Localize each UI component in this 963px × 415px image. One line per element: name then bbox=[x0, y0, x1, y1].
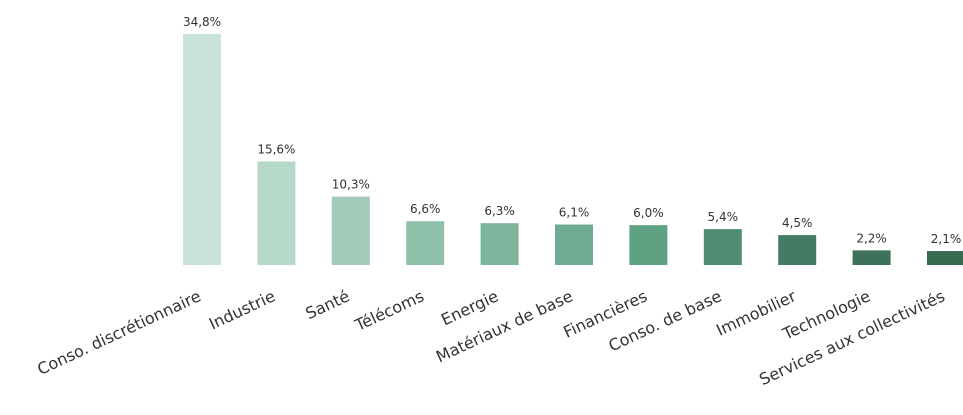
value-label: 34,8% bbox=[183, 15, 221, 29]
bar bbox=[778, 235, 817, 265]
value-label: 2,2% bbox=[856, 231, 887, 245]
category-label: Télécoms bbox=[351, 286, 427, 335]
category-label: Conso. discrétionnaire bbox=[34, 286, 203, 378]
value-label: 5,4% bbox=[708, 210, 739, 224]
bar bbox=[852, 250, 891, 265]
value-label: 2,1% bbox=[931, 232, 962, 246]
bar bbox=[331, 196, 370, 265]
category-label: Industrie bbox=[206, 286, 278, 333]
value-label: 15,6% bbox=[257, 142, 295, 156]
value-label: 4,5% bbox=[782, 216, 813, 230]
value-label: 6,6% bbox=[410, 202, 441, 216]
category-label: Matériaux de base bbox=[433, 286, 576, 366]
bar bbox=[257, 161, 296, 265]
category-label: Santé bbox=[303, 286, 353, 323]
bar bbox=[406, 221, 445, 265]
value-label: 6,3% bbox=[484, 204, 515, 218]
bar bbox=[183, 33, 221, 265]
bar bbox=[555, 224, 593, 265]
bar bbox=[927, 251, 963, 265]
value-label: 6,1% bbox=[559, 205, 590, 219]
bar bbox=[629, 225, 668, 265]
bar bbox=[480, 223, 519, 265]
bar bbox=[703, 229, 742, 265]
value-label: 6,0% bbox=[633, 206, 664, 220]
value-label: 10,3% bbox=[332, 178, 370, 192]
